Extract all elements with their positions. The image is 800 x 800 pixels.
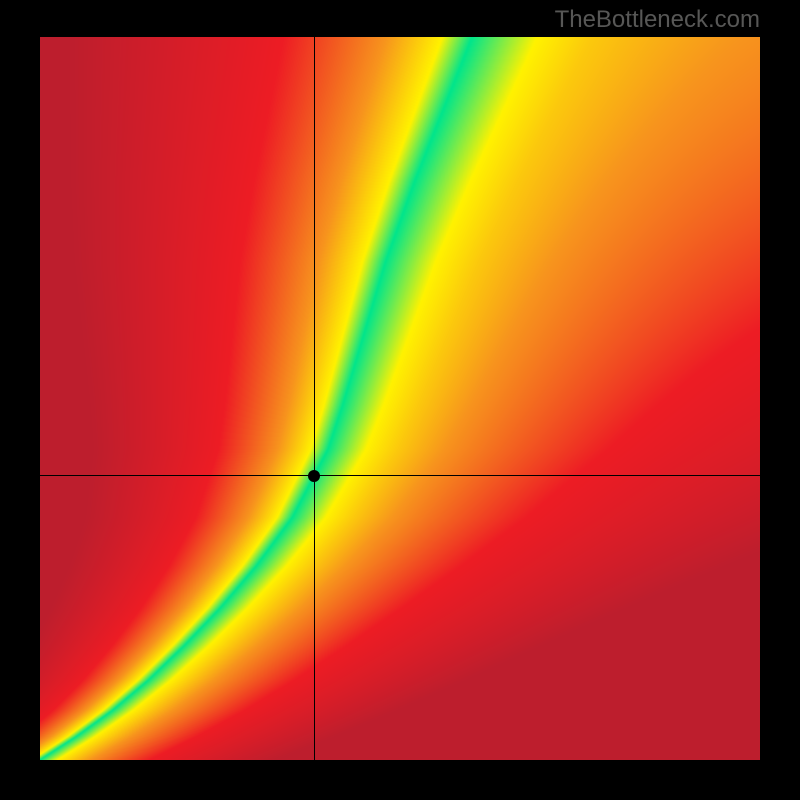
heatmap-canvas [40, 37, 760, 760]
crosshair-vertical [314, 37, 315, 760]
plot-area [40, 37, 760, 760]
crosshair-dot [308, 470, 320, 482]
watermark-text: TheBottleneck.com [555, 6, 760, 34]
crosshair-horizontal [40, 475, 760, 476]
